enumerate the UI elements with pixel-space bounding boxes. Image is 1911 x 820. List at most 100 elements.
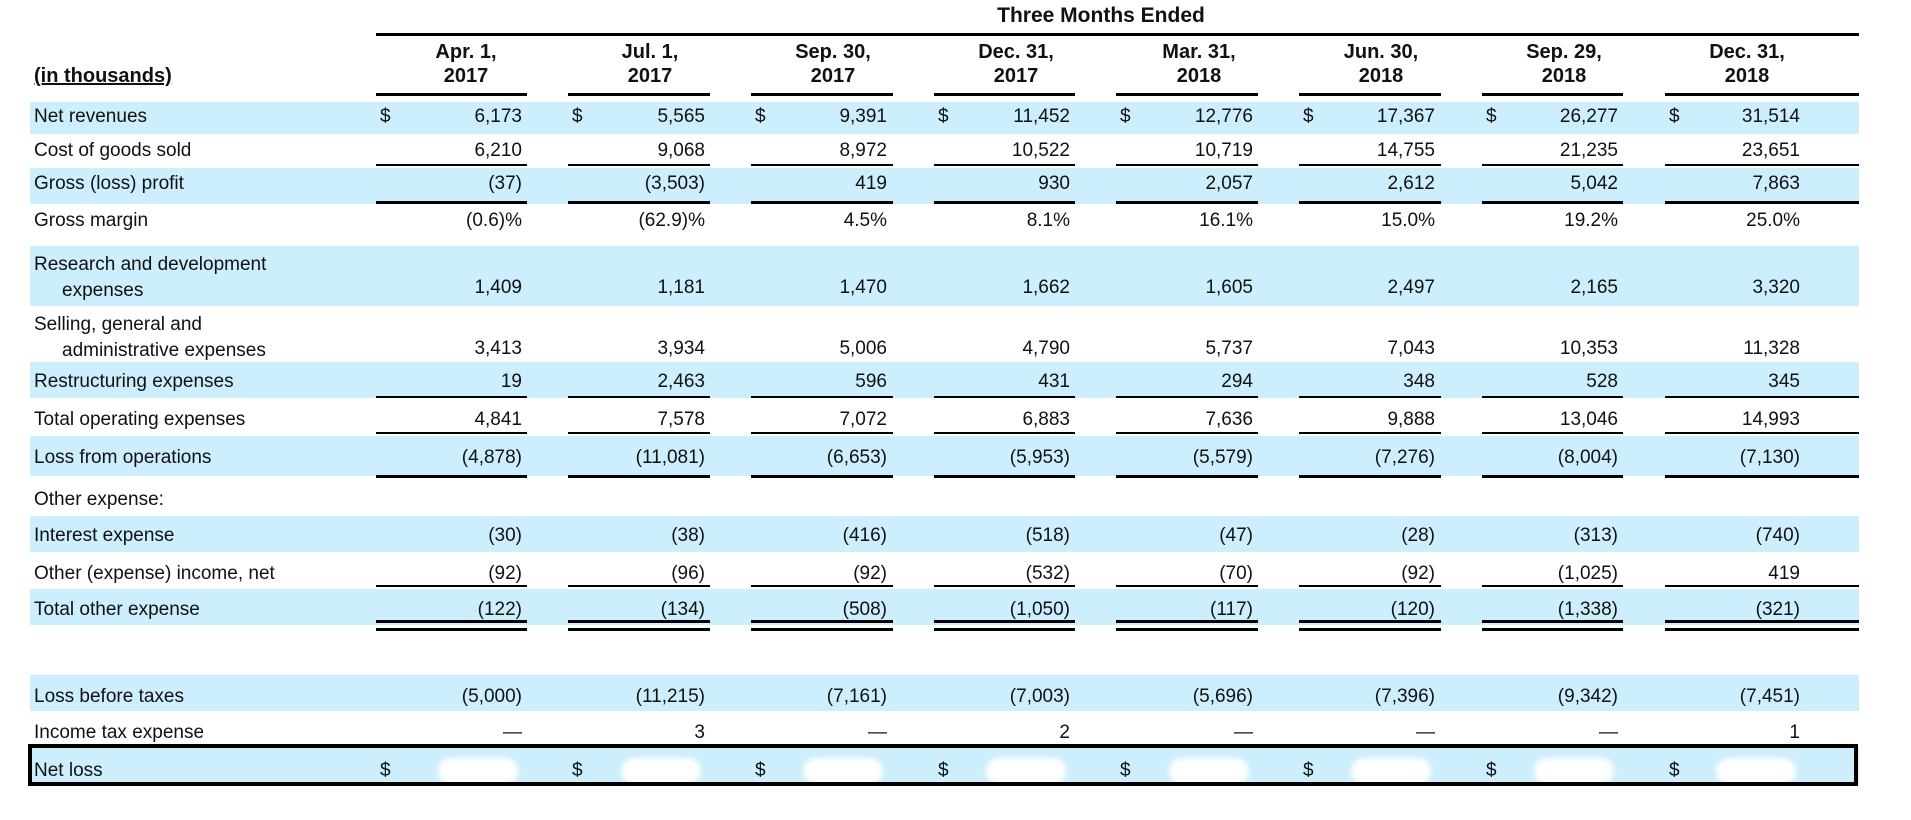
table-cell: 7,578	[657, 409, 705, 430]
table-cell: 16.1%	[1199, 210, 1253, 231]
table-cell: 5,042	[1570, 173, 1618, 194]
table-cell: 7,072	[839, 409, 887, 430]
table-cell: (7,003)	[1009, 686, 1070, 707]
table-cell: (96)	[671, 563, 705, 584]
table-cell: 3,934	[657, 338, 705, 359]
table-cell: 4,841	[474, 409, 522, 430]
column-total-rule	[376, 432, 527, 434]
table-cell: 7,636	[1205, 409, 1253, 430]
column-header: Sep. 30, 2017	[748, 40, 918, 88]
table-cell: 419	[1768, 563, 1800, 584]
column-total-rule	[376, 201, 527, 204]
column-total-rule	[376, 93, 527, 95]
table-cell: 17,367	[1376, 106, 1435, 127]
currency-symbol: $	[380, 760, 391, 781]
column-total-rule	[1299, 396, 1441, 398]
column-total-rule	[751, 475, 893, 478]
table-cell: 1,181	[657, 277, 705, 298]
column-total-rule	[1116, 620, 1258, 623]
column-total-rule	[1299, 585, 1441, 587]
column-total-rule	[376, 475, 527, 478]
table-cell: 2	[1059, 722, 1070, 743]
table-cell: 2,165	[1570, 277, 1618, 298]
column-total-rule	[1116, 585, 1258, 587]
table-cell: (321)	[1755, 599, 1800, 620]
row-label: Loss from operations	[34, 447, 212, 468]
table-cell: (7,451)	[1739, 686, 1800, 707]
column-header: Jun. 30, 2018	[1296, 40, 1466, 88]
column-header-line1: Jun. 30,	[1343, 41, 1419, 63]
row-label: Loss before taxes	[34, 686, 184, 707]
column-header-line1: Mar. 31,	[1162, 41, 1236, 63]
table-cell: 419	[855, 173, 887, 194]
row-label-continued: administrative expenses	[62, 340, 266, 361]
row-shading	[30, 102, 1859, 134]
table-cell: 1,605	[1205, 277, 1253, 298]
table-cell: 596	[855, 371, 887, 392]
row-label: Interest expense	[34, 525, 175, 546]
table-cell: (37)	[488, 173, 522, 194]
table-cell: 9,391	[839, 106, 887, 127]
currency-symbol: $	[1669, 760, 1680, 781]
column-total-rule	[568, 164, 710, 166]
table-cell: (7,396)	[1374, 686, 1435, 707]
column-total-rule	[1299, 432, 1441, 434]
row-label: Net revenues	[34, 106, 148, 127]
column-total-rule	[376, 585, 527, 587]
table-cell: 10,719	[1194, 140, 1253, 161]
row-label: Gross margin	[34, 210, 149, 231]
table-cell: 10,522	[1011, 140, 1070, 161]
table-cell: (47)	[1219, 525, 1253, 546]
table-cell: —	[1416, 722, 1435, 743]
column-total-rule	[568, 432, 710, 434]
column-header: Jul. 1, 2017	[565, 40, 735, 88]
table-cell: 6,883	[1022, 409, 1070, 430]
row-label: Total operating expenses	[34, 409, 246, 430]
column-total-rule	[1116, 628, 1258, 631]
currency-symbol: $	[755, 760, 766, 781]
currency-symbol: $	[572, 106, 583, 127]
currency-symbol: $	[1669, 106, 1680, 127]
redacted-value	[807, 762, 879, 780]
table-cell: (38)	[671, 525, 705, 546]
row-shading	[30, 246, 1859, 306]
table-cell: (120)	[1390, 599, 1435, 620]
column-total-rule	[1299, 628, 1441, 631]
column-total-rule	[568, 396, 710, 398]
table-cell: 5,565	[657, 106, 705, 127]
column-total-rule	[1482, 475, 1623, 478]
table-cell: 1,662	[1022, 277, 1070, 298]
column-total-rule	[1482, 585, 1623, 587]
column-total-rule	[1116, 201, 1258, 204]
table-cell: 21,235	[1559, 140, 1618, 161]
table-cell: (28)	[1401, 525, 1435, 546]
super-header-rule	[376, 33, 1859, 36]
column-header-line2: 2018	[1724, 65, 1770, 87]
column-total-rule	[1665, 585, 1859, 587]
table-cell: 31,514	[1741, 106, 1800, 127]
column-total-rule	[751, 164, 893, 166]
row-label-continued: expenses	[62, 280, 144, 301]
column-header-line2: 2018	[1541, 65, 1587, 87]
currency-symbol: $	[572, 760, 583, 781]
table-cell: 19.2%	[1564, 210, 1618, 231]
table-cell: 9,068	[657, 140, 705, 161]
column-header-line1: Sep. 29,	[1526, 41, 1602, 63]
table-cell: 26,277	[1559, 106, 1618, 127]
table-cell: (313)	[1573, 525, 1618, 546]
column-total-rule	[1482, 432, 1623, 434]
redacted-value	[990, 762, 1062, 780]
column-total-rule	[1299, 620, 1441, 623]
table-cell: (92)	[488, 563, 522, 584]
table-cell: (5,579)	[1192, 447, 1253, 468]
net-loss-highlight-box	[28, 744, 1858, 786]
redacted-value	[625, 762, 697, 780]
column-total-rule	[1116, 93, 1258, 95]
column-total-rule	[751, 93, 893, 95]
column-total-rule	[934, 620, 1075, 623]
table-cell: 345	[1768, 371, 1800, 392]
row-shading	[30, 589, 1859, 625]
column-total-rule	[751, 396, 893, 398]
table-cell: 19	[500, 371, 522, 392]
